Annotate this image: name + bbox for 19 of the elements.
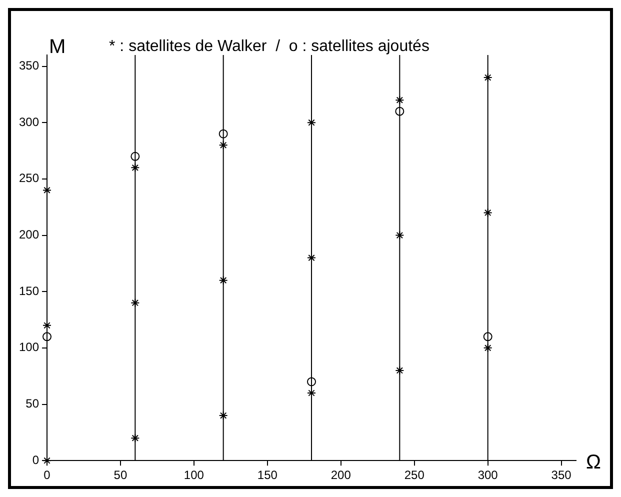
x-tick-label: 150 <box>257 468 278 482</box>
y-tick-label: 250 <box>18 171 40 186</box>
y-tick-label: 100 <box>18 340 40 354</box>
x-tick-label: 250 <box>404 468 425 482</box>
y-axis-title: M <box>49 36 66 58</box>
x-tick-label: 200 <box>330 468 352 482</box>
y-tick-label: 0 <box>32 452 40 467</box>
y-tick-label: 50 <box>26 396 40 411</box>
x-tick-label: 100 <box>184 468 204 482</box>
x-tick-label: 50 <box>114 468 128 482</box>
x-tick-label: 300 <box>478 468 498 482</box>
x-axis-title: Ω <box>586 452 601 474</box>
x-tick-label: 0 <box>44 468 51 482</box>
chart-title: * : satellites de Walker / o : satellites ajoutés <box>109 38 430 55</box>
y-tick-label: 200 <box>18 228 40 242</box>
y-tick-label: 300 <box>18 114 40 129</box>
y-tick-label: 350 <box>18 58 40 73</box>
y-tick-label: 150 <box>18 284 40 298</box>
x-tick-label: 350 <box>551 468 572 482</box>
